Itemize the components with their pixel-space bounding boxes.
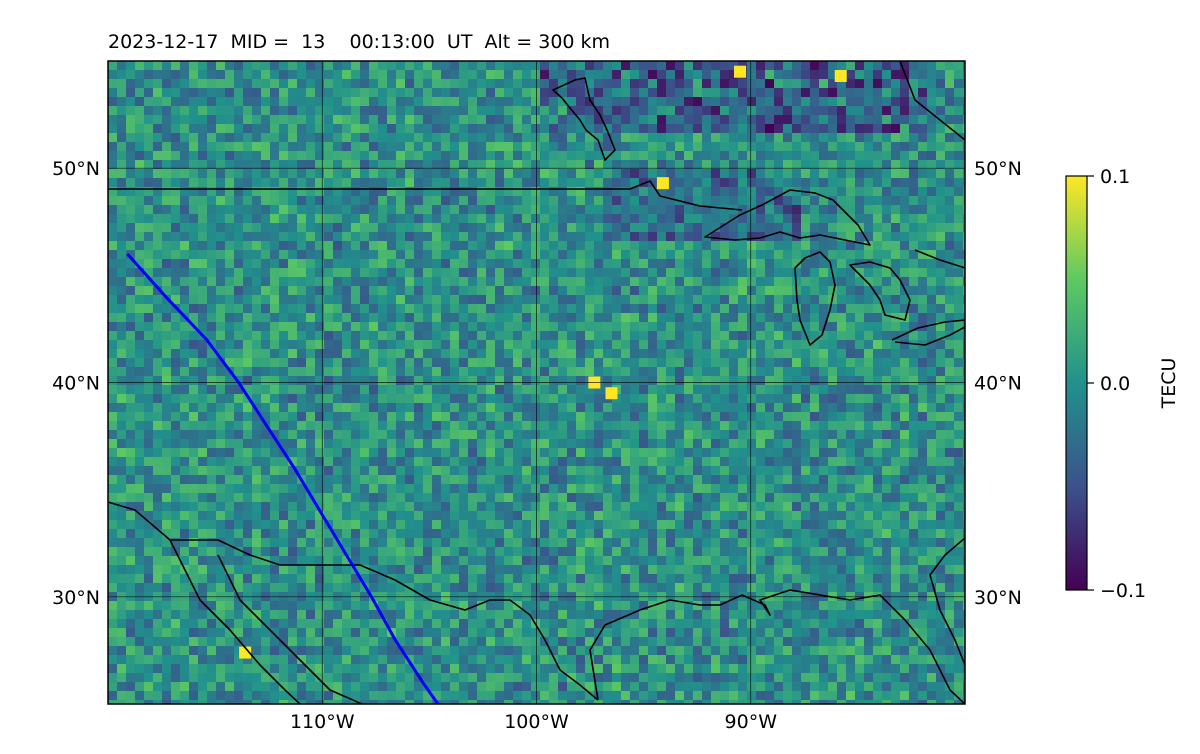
high-value-cell: [657, 177, 669, 189]
y-tick-label-left: 50°N: [52, 158, 100, 180]
colorbar-label: TECU: [1158, 358, 1180, 410]
x-axis-ticks: 110°W 100°W 90°W: [290, 711, 777, 733]
plot-title: 2023-12-17 MID = 13 00:13:00 UT Alt = 30…: [108, 31, 610, 53]
y-tick-label-right: 30°N: [974, 587, 1022, 609]
high-value-cell: [734, 66, 746, 78]
x-tick-label: 90°W: [725, 711, 778, 733]
tec-heatmap: [108, 61, 973, 710]
high-value-cell: [835, 70, 847, 82]
colorbar-tick-label: 0.0: [1100, 373, 1130, 395]
x-tick-label: 110°W: [290, 711, 355, 733]
colorbar-gradient: [1066, 176, 1087, 590]
y-tick-label-right: 50°N: [974, 158, 1022, 180]
colorbar-tick-label: 0.1: [1100, 166, 1130, 188]
colorbar: 0.1 0.0 −0.1 TECU: [1066, 166, 1180, 602]
x-tick-label: 100°W: [504, 711, 569, 733]
y-tick-label-right: 40°N: [974, 373, 1022, 395]
colorbar-ticks: 0.1 0.0 −0.1: [1087, 166, 1146, 602]
high-value-cell: [605, 387, 617, 399]
y-tick-label-left: 30°N: [52, 587, 100, 609]
map-panel[interactable]: [108, 61, 973, 710]
colorbar-tick-label: −0.1: [1100, 580, 1146, 602]
y-tick-label-left: 40°N: [52, 373, 100, 395]
